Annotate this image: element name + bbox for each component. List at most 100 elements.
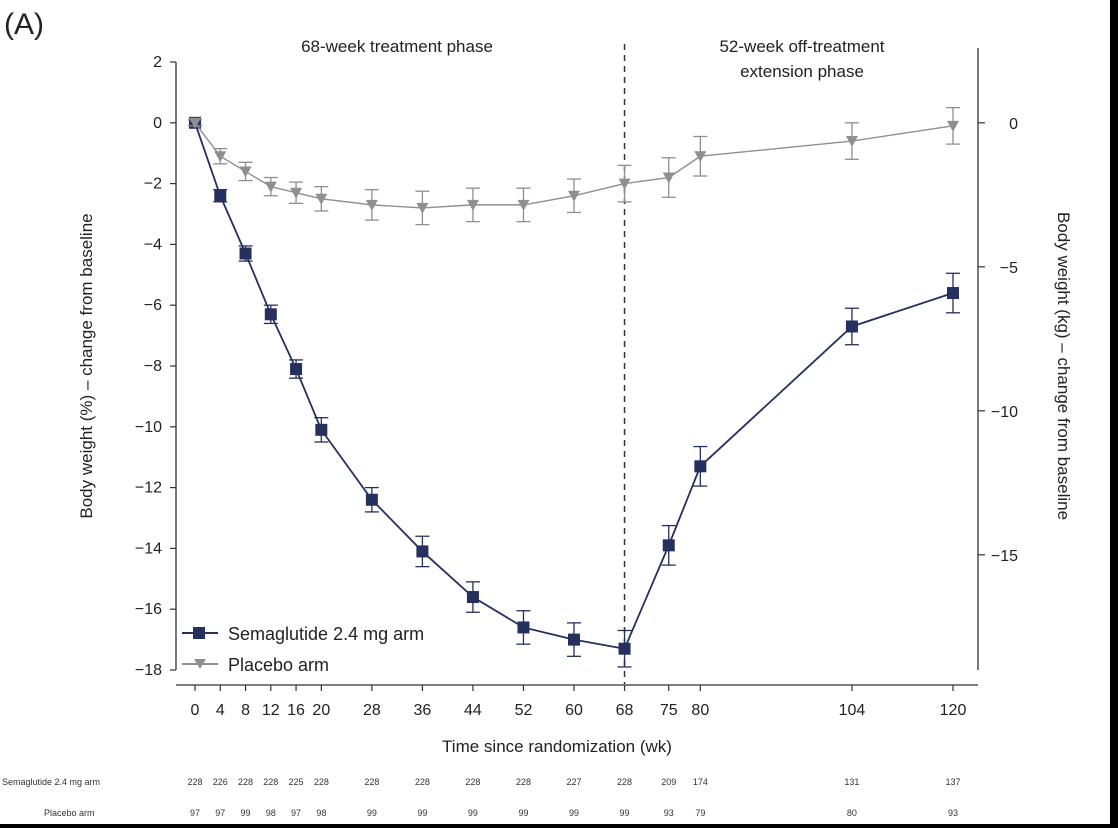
data-point [466, 591, 479, 604]
y-tick-label: −14 [135, 540, 162, 557]
at-risk-table: Semaglutide 2.4 mg arm 228 226 228 228 225 228… [2, 777, 961, 818]
legend: Semaglutide 2.4 mg arm Placebo arm [182, 624, 424, 675]
at-risk-value: 227 [566, 777, 581, 787]
data-point [694, 151, 707, 163]
data-point [662, 172, 675, 184]
x-tick-label: 52 [515, 702, 533, 719]
at-risk-value: 228 [314, 777, 329, 787]
at-risk-value: 97 [291, 808, 301, 818]
data-point [365, 493, 378, 506]
at-risk-value: 226 [213, 777, 228, 787]
y-axis-right-label: Body weight (kg) – change from baseline [1054, 212, 1073, 520]
at-risk-value: 137 [945, 777, 960, 787]
data-point [568, 633, 580, 646]
at-risk-value: 228 [516, 777, 531, 787]
x-tick-label: 20 [312, 702, 330, 719]
y-right-tick-label: −10 [991, 404, 1018, 421]
at-risk-value: 209 [661, 777, 676, 787]
x-tick-label: 8 [241, 702, 250, 719]
data-point [239, 247, 252, 260]
x-tick-label: 16 [287, 702, 305, 719]
x-tick-label: 0 [191, 702, 200, 719]
data-point [315, 423, 328, 436]
y-tick-label: −12 [135, 480, 162, 497]
at-risk-value: 228 [187, 777, 202, 787]
data-point [947, 120, 959, 132]
data-point [416, 545, 429, 558]
at-risk-value: 98 [266, 808, 276, 818]
y-tick-label: −6 [144, 297, 162, 314]
data-point [466, 199, 479, 211]
data-point [290, 187, 303, 199]
x-tick-label: 104 [839, 702, 866, 719]
at-risk-value: 228 [415, 777, 430, 787]
y-axis-right-ticks: 0 −5 −10 −15 [978, 116, 1018, 565]
y-axis-label: Body weight (%) – change from baseline [77, 213, 96, 518]
data-point [694, 460, 707, 473]
at-risk-value: 99 [518, 808, 528, 818]
phase-label-extension: extension phase [740, 62, 864, 81]
y-tick-label: −10 [135, 419, 162, 436]
at-risk-value: 228 [238, 777, 253, 787]
data-point [315, 193, 328, 205]
x-tick-label: 120 [940, 702, 967, 719]
data-point [214, 189, 227, 202]
at-risk-value: 99 [468, 808, 478, 818]
at-risk-value: 79 [695, 808, 705, 818]
at-risk-row-label: Placebo arm [44, 808, 95, 818]
data-point [189, 117, 201, 129]
y-tick-label: −18 [135, 662, 162, 679]
at-risk-value: 228 [465, 777, 480, 787]
phase-label-offtreatment: 52-week off-treatment [719, 37, 884, 56]
data-point [662, 539, 675, 552]
x-tick-label: 80 [691, 702, 709, 719]
legend-label-semaglutide: Semaglutide 2.4 mg arm [228, 624, 424, 644]
at-risk-value: 99 [417, 808, 427, 818]
data-point [239, 166, 252, 178]
data-point [618, 178, 631, 190]
data-point [290, 363, 303, 376]
at-risk-value: 99 [569, 808, 579, 818]
x-tick-label: 28 [363, 702, 381, 719]
y-right-tick-label: −15 [991, 548, 1018, 565]
data-point [845, 136, 858, 148]
y-tick-label: 2 [153, 54, 162, 71]
x-tick-label: 12 [262, 702, 280, 719]
at-risk-value: 228 [617, 777, 632, 787]
at-risk-value: 131 [844, 777, 859, 787]
series-line [194, 122, 954, 209]
y-tick-label: 0 [153, 115, 162, 132]
at-risk-value: 80 [847, 808, 857, 818]
at-risk-value: 93 [664, 808, 674, 818]
legend-label-placebo: Placebo arm [228, 655, 329, 675]
legend-marker-semaglutide [193, 627, 205, 639]
data-point [214, 151, 227, 163]
y-tick-label: −8 [144, 358, 162, 375]
series-layer [188, 106, 960, 668]
at-risk-value: 97 [190, 808, 200, 818]
data-point [365, 199, 378, 211]
data-point [568, 190, 580, 202]
y-axis-ticks: 2 0 −2 −4 −6 −8 −10 −12 −14 −16 −18 [135, 54, 176, 679]
data-point [264, 308, 277, 321]
data-point [618, 642, 631, 655]
x-tick-label: 60 [565, 702, 583, 719]
at-risk-value: 228 [364, 777, 379, 787]
y-tick-label: −16 [135, 601, 162, 618]
data-point [517, 199, 530, 211]
x-tick-label: 44 [464, 702, 482, 719]
at-risk-value: 99 [241, 808, 251, 818]
at-risk-value: 174 [693, 777, 708, 787]
at-risk-value: 228 [263, 777, 278, 787]
data-point [416, 202, 429, 214]
x-axis-ticks: 0 4 8 12 16 20 28 36 44 52 60 68 75 80 104 120 [191, 685, 967, 719]
at-risk-value: 98 [316, 808, 326, 818]
at-risk-value: 99 [367, 808, 377, 818]
at-risk-value: 93 [948, 808, 958, 818]
x-axis-label: Time since randomization (wk) [442, 737, 672, 756]
series-line [194, 122, 954, 650]
x-tick-label: 4 [216, 702, 225, 719]
at-risk-value: 97 [215, 808, 225, 818]
